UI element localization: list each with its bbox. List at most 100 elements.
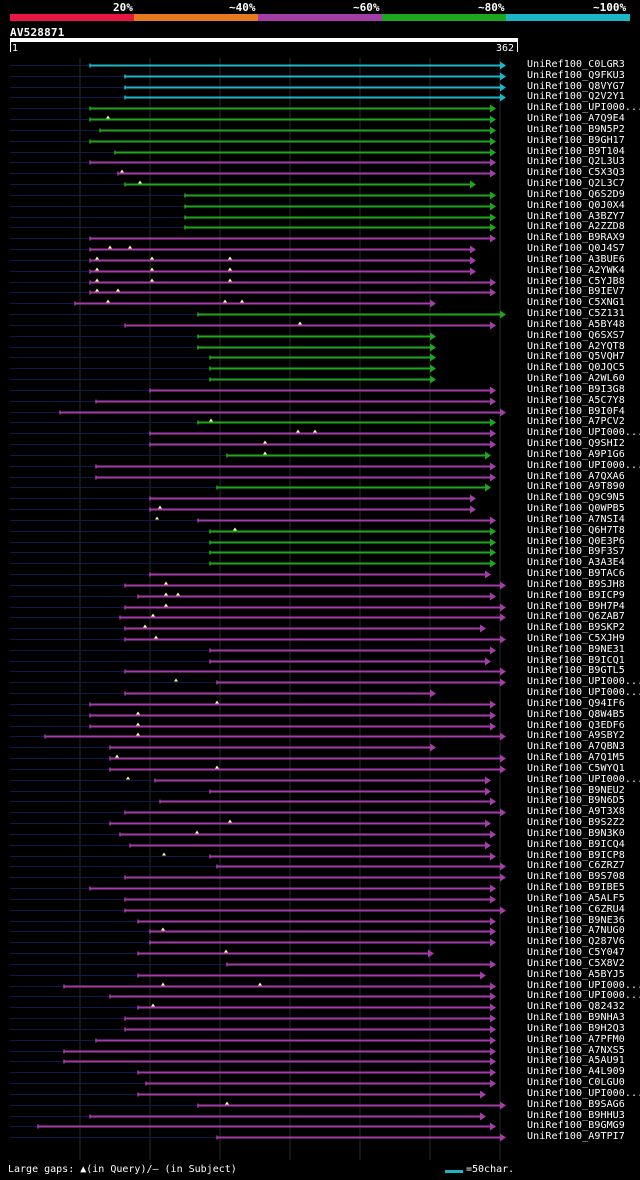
hit-label[interactable]: UniRef100_A9T3X8: [527, 805, 625, 817]
hit-label[interactable]: UniRef100_C5XJH9: [527, 632, 625, 644]
hit-label[interactable]: UniRef100_C6ZRZ7: [527, 859, 625, 871]
hit-label[interactable]: UniRef100_A5AU91: [527, 1054, 625, 1066]
hit-label[interactable]: UniRef100_B9NEU2: [527, 784, 625, 796]
hit-label[interactable]: UniRef100_Q9C9N5: [527, 491, 625, 503]
hit-label[interactable]: UniRef100_A7NUG0: [527, 924, 625, 936]
hit-label[interactable]: UniRef100_B9N3K0: [527, 827, 625, 839]
hit-label[interactable]: UniRef100_C6ZRU4: [527, 903, 625, 915]
hit-label[interactable]: UniRef100_A5ALF5: [527, 892, 625, 904]
hit-label[interactable]: UniRef100_Q8W4B5: [527, 708, 625, 720]
hit-label[interactable]: UniRef100_B9H7P4: [527, 600, 625, 612]
hit-label[interactable]: UniRef100_A5BY48: [527, 318, 625, 330]
hit-label[interactable]: UniRef100_Q287V6: [527, 935, 625, 947]
hit-label[interactable]: UniRef100_A7NXS5: [527, 1044, 625, 1056]
hit-label[interactable]: UniRef100_B9N6D5: [527, 794, 625, 806]
hit-label[interactable]: UniRef100_Q9FKU3: [527, 69, 625, 81]
hit-label[interactable]: UniRef100_B9SKP2: [527, 621, 625, 633]
hit-label[interactable]: UniRef100_Q2L3C7: [527, 177, 625, 189]
hit-label[interactable]: UniRef100_B9H2Q3: [527, 1022, 625, 1034]
hit-label[interactable]: UniRef100_UPI000...: [527, 989, 640, 1001]
hit-label[interactable]: UniRef100_Q2V2Y1: [527, 90, 625, 102]
hit-label[interactable]: UniRef100_A7Q1M5: [527, 751, 625, 763]
hit-label[interactable]: UniRef100_UPI000...: [527, 101, 640, 113]
hit-label[interactable]: UniRef100_C5Y047: [527, 946, 625, 958]
hit-label[interactable]: UniRef100_UPI000...: [527, 1087, 640, 1099]
hit-label[interactable]: UniRef100_B9GTL5: [527, 664, 625, 676]
hit-label[interactable]: UniRef100_C5WYQ1: [527, 762, 625, 774]
hit-label[interactable]: UniRef100_B9ICP8: [527, 849, 625, 861]
hit-label[interactable]: UniRef100_A3BUE6: [527, 253, 625, 265]
hit-label[interactable]: UniRef100_Q0J4S7: [527, 242, 625, 254]
hit-label[interactable]: UniRef100_B9ICQ1: [527, 654, 625, 666]
hit-label[interactable]: UniRef100_B9ICP9: [527, 589, 625, 601]
hit-label[interactable]: UniRef100_B9S2Z2: [527, 816, 625, 828]
hit-label[interactable]: UniRef100_A7PCV2: [527, 415, 625, 427]
hit-label[interactable]: UniRef100_B9GMG9: [527, 1119, 625, 1131]
hit-label[interactable]: UniRef100_B9NHA3: [527, 1011, 625, 1023]
hit-label[interactable]: UniRef100_Q82432: [527, 1000, 625, 1012]
hit-label[interactable]: UniRef100_B9F3S7: [527, 545, 625, 557]
hit-label[interactable]: UniRef100_A7QXA6: [527, 470, 625, 482]
hit-label[interactable]: UniRef100_Q0E3P6: [527, 535, 625, 547]
hit-label[interactable]: UniRef100_B9IEV7: [527, 285, 625, 297]
hit-label[interactable]: UniRef100_B9N5P2: [527, 123, 625, 135]
hit-label[interactable]: UniRef100_Q8VYG7: [527, 80, 625, 92]
hit-label[interactable]: UniRef100_B9I3G8: [527, 383, 625, 395]
hit-label[interactable]: UniRef100_Q0J0X4: [527, 199, 625, 211]
hit-label[interactable]: UniRef100_A5BYJ5: [527, 968, 625, 980]
hit-label[interactable]: UniRef100_A7NSI4: [527, 513, 625, 525]
hit-label[interactable]: UniRef100_Q9SHI2: [527, 437, 625, 449]
hit-label[interactable]: UniRef100_A2YQT8: [527, 340, 625, 352]
hit-label[interactable]: UniRef100_B9HHU3: [527, 1109, 625, 1121]
hit-label[interactable]: UniRef100_Q94IF6: [527, 697, 625, 709]
hit-label[interactable]: UniRef100_A7PFM0: [527, 1033, 625, 1045]
hit-label[interactable]: UniRef100_A9SBY2: [527, 729, 625, 741]
hit-label[interactable]: UniRef100_Q6S2D9: [527, 188, 625, 200]
hit-label[interactable]: UniRef100_Q0WPB5: [527, 502, 625, 514]
hit-label[interactable]: UniRef100_Q6SXS7: [527, 329, 625, 341]
hit-label[interactable]: UniRef100_Q2L3U3: [527, 155, 625, 167]
hit-label[interactable]: UniRef100_C5X3Q3: [527, 166, 625, 178]
hit-label[interactable]: UniRef100_A2WL60: [527, 372, 625, 384]
hit-label[interactable]: UniRef100_UPI000...: [527, 773, 640, 785]
hit-label[interactable]: UniRef100_Q6ZAB7: [527, 610, 625, 622]
hit-label[interactable]: UniRef100_C5X8V2: [527, 957, 625, 969]
hit-label[interactable]: UniRef100_UPI000...: [527, 686, 640, 698]
hit-label[interactable]: UniRef100_UPI000...: [527, 675, 640, 687]
hit-label[interactable]: UniRef100_C0LGU0: [527, 1076, 625, 1088]
hit-label[interactable]: UniRef100_C5YJB8: [527, 275, 625, 287]
hit-label[interactable]: UniRef100_C5XNG1: [527, 296, 625, 308]
hit-label[interactable]: UniRef100_Q3EDF6: [527, 719, 625, 731]
hit-label[interactable]: UniRef100_A4L909: [527, 1065, 625, 1077]
hit-label[interactable]: UniRef100_B9ICQ4: [527, 838, 625, 850]
hit-label[interactable]: UniRef100_B9RAX9: [527, 231, 625, 243]
hit-label[interactable]: UniRef100_A9T890: [527, 480, 625, 492]
hit-label[interactable]: UniRef100_A7Q9E4: [527, 112, 625, 124]
hit-label[interactable]: UniRef100_B9SAG6: [527, 1098, 625, 1110]
hit-label[interactable]: UniRef100_B9GH17: [527, 134, 625, 146]
hit-label[interactable]: UniRef100_UPI000...: [527, 979, 640, 991]
hit-label[interactable]: UniRef100_B9I0F4: [527, 405, 625, 417]
hit-label[interactable]: UniRef100_B9TAC6: [527, 567, 625, 579]
hit-label[interactable]: UniRef100_A9TPI7: [527, 1130, 625, 1142]
hit-label[interactable]: UniRef100_B9NE31: [527, 643, 625, 655]
hit-label[interactable]: UniRef100_C0LGR3: [527, 58, 625, 70]
hit-label[interactable]: UniRef100_B9IBE5: [527, 881, 625, 893]
hit-label[interactable]: UniRef100_A3A3E4: [527, 556, 625, 568]
hit-label[interactable]: UniRef100_UPI000...: [527, 426, 640, 438]
hit-label[interactable]: UniRef100_B9NE36: [527, 914, 625, 926]
hit-label[interactable]: UniRef100_Q0JQC5: [527, 361, 625, 373]
hit-label[interactable]: UniRef100_A2ZZD8: [527, 220, 625, 232]
hit-label[interactable]: UniRef100_UPI000...: [527, 459, 640, 471]
hit-label[interactable]: UniRef100_A9P1G6: [527, 448, 625, 460]
hit-label[interactable]: UniRef100_Q6H7T8: [527, 524, 625, 536]
hit-label[interactable]: UniRef100_Q5VQH7: [527, 350, 625, 362]
hit-label[interactable]: UniRef100_A5C7Y8: [527, 394, 625, 406]
hit-label[interactable]: UniRef100_A3BZY7: [527, 210, 625, 222]
hit-label[interactable]: UniRef100_C5Z131: [527, 307, 625, 319]
hit-label[interactable]: UniRef100_B9S708: [527, 870, 625, 882]
hit-label[interactable]: UniRef100_A2YWK4: [527, 264, 625, 276]
hit-label[interactable]: UniRef100_B9SJH8: [527, 578, 625, 590]
hit-label[interactable]: UniRef100_B9T104: [527, 145, 625, 157]
hit-label[interactable]: UniRef100_A7QBN3: [527, 740, 625, 752]
